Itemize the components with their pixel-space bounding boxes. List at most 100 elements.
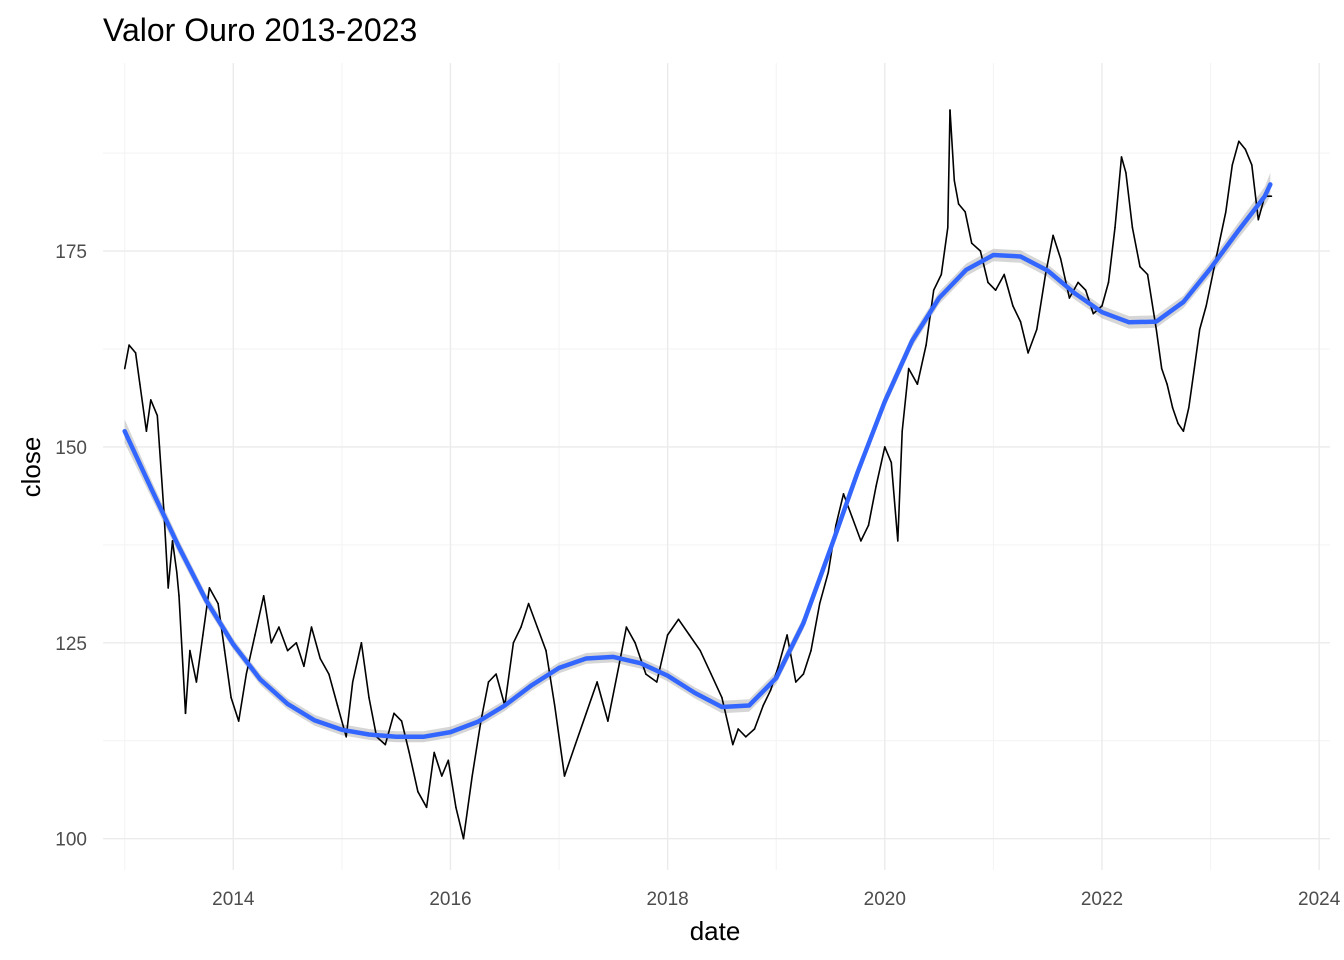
y-tick-label: 100 [55,830,87,851]
price-line-segment [1107,226,1116,284]
price-line-segment [178,594,187,715]
price-line-segment [1182,406,1190,433]
price-line-segment [890,461,899,542]
price-line-segment [875,446,886,487]
price-line-segment [1019,320,1029,354]
price-line-segment [1171,406,1179,425]
price-line-segment [1177,422,1185,433]
price-line-segment [645,673,658,683]
price-line-segment [245,634,256,675]
price-line-segment [223,649,232,699]
price-line-segment [145,399,152,433]
price-line-segment [455,806,465,840]
price-line-segment [171,540,178,574]
y-axis-title: close [16,437,46,498]
x-tick-label: 2020 [864,889,906,910]
price-line-segment [818,571,830,605]
confidence-band [124,172,1271,743]
price-line-segment [480,681,490,722]
tick-labels: 2014 2016 2018 2020 2022 2024 100 125 150 175 [55,242,1340,910]
price-line-segment [319,657,330,675]
price-line-segment [527,602,539,628]
price-line-segment [946,109,951,229]
price-line-segment [1101,281,1110,307]
x-tick-label: 2014 [212,889,255,910]
price-line-segment [158,446,165,511]
smooth-trend-line [122,182,1273,740]
price-line-segment [495,673,506,707]
price-line-segment [375,735,387,746]
price-line-segment [563,743,577,777]
price-line-segment [1166,383,1174,409]
price-line-segment [1231,140,1240,166]
price-series [123,109,1273,840]
price-line-segment [1114,156,1123,229]
price-line-segment [512,626,522,644]
grid-minor [103,63,1330,870]
price-line-segment [262,594,273,644]
price-line-segment [979,250,989,284]
price-line-segment [1225,164,1234,213]
price-line-segment [208,587,219,605]
price-line-segment [607,665,620,722]
price-line-segment [710,673,723,699]
price-line-segment [536,626,547,652]
price-line-segment [634,641,647,675]
price-line-segment [1205,273,1214,307]
confidence-band-area [124,172,1271,743]
price-line-segment [303,626,313,668]
price-line-segment [810,602,821,652]
price-line-segment [1193,328,1201,370]
price-line-segment [731,728,740,746]
price-line-segment [433,751,443,777]
price-line-segment [867,485,877,527]
price-line-segment [408,751,419,793]
price-line-segment [851,516,862,542]
price-line-segment [753,704,765,730]
price-line-segment [167,540,174,589]
price-line-segment [360,641,370,699]
price-line-segment [270,626,280,644]
price-line-segment [545,649,556,707]
price-line-segment [677,618,691,636]
price-line-segment [393,712,403,722]
price-line-segment [553,704,566,777]
price-line-segment [1188,367,1196,409]
price-line-segment [596,681,609,722]
price-line-segment [655,634,669,683]
price-line-segment [1160,367,1168,386]
price-line-segment [295,641,305,668]
price-line-segment [970,242,982,252]
price-line-segment [957,203,967,213]
chart-title: Valor Ouro 2013-2023 [103,12,417,48]
price-line-segment [964,211,973,244]
price-line-segment [1036,273,1047,331]
price-line-segment [351,641,363,683]
price-line-segment [417,790,428,809]
price-line-segment [901,367,910,433]
price-line-segment [1003,273,1014,307]
price-line-segment [777,634,788,668]
price-line-segment [471,720,482,777]
price-line-segment [1077,281,1087,292]
price-line-segment [1251,164,1260,221]
price-line-segment [794,673,805,683]
price-line-segment [835,493,845,527]
price-line-segment [786,634,797,683]
price-line-segment [949,109,956,182]
price-line-segment [1012,305,1022,323]
price-line-segment [462,775,474,840]
price-line-segment [150,399,159,417]
price-line-segment [310,626,322,660]
price-line-segment [447,759,457,809]
price-line-segment [195,634,204,683]
price-line-segment [802,649,812,675]
price-line-segment [1155,328,1163,370]
price-line-segment [666,618,680,636]
y-tick-label: 175 [55,242,87,263]
price-line-segment [1218,211,1227,244]
price-line-segment [202,587,211,636]
price-line-segment [860,524,870,542]
price-line-segment [176,571,180,597]
